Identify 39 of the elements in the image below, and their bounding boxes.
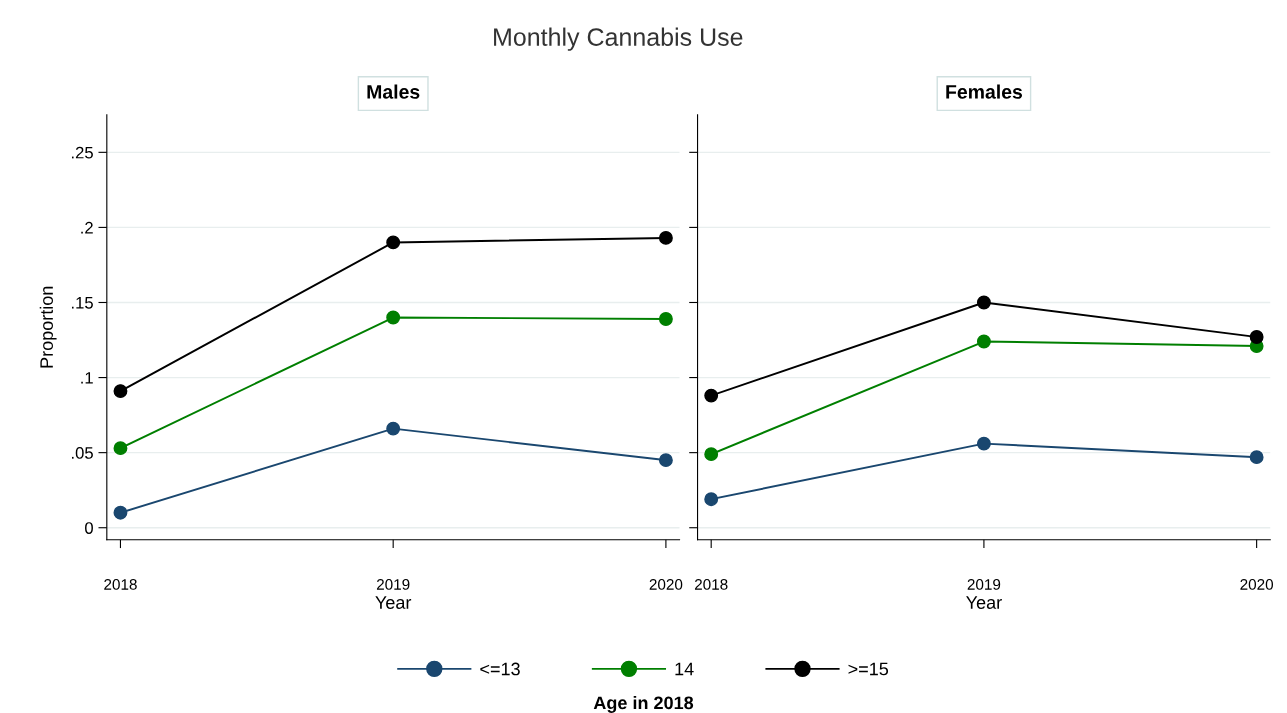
- point: [976, 334, 991, 349]
- point: [976, 295, 991, 310]
- y-tick-label: .2: [81, 221, 93, 234]
- point: [386, 235, 401, 250]
- point: [658, 230, 673, 245]
- chart-title: Monthly Cannabis Use: [494, 27, 743, 51]
- x-tick-label: 2019: [376, 579, 410, 590]
- y-tick-label: 0: [85, 522, 93, 534]
- point: [658, 312, 673, 326]
- point: [386, 310, 401, 325]
- point: [386, 421, 401, 436]
- legend-label: 14: [675, 662, 694, 676]
- x-tick-label: 2019: [967, 579, 1001, 590]
- x-tick-label: 2020: [649, 579, 683, 590]
- point: [704, 388, 719, 403]
- y-tick-label: .1: [81, 372, 93, 384]
- point: [704, 447, 719, 462]
- chart-subtitle: Males: [367, 84, 420, 99]
- legend-label: <=13: [480, 662, 520, 676]
- x-tick-label: 2018: [694, 579, 728, 590]
- y-tick-label: .05: [71, 447, 93, 459]
- point: [113, 441, 128, 456]
- chart-subtitle: Females: [946, 84, 1023, 99]
- x-axis-title: Year: [375, 596, 412, 609]
- point: [1249, 450, 1264, 465]
- point: [976, 436, 991, 451]
- legend-label: >=15: [848, 662, 889, 676]
- point: [704, 492, 719, 507]
- point: [658, 453, 673, 468]
- legend-title: Age in 2018: [593, 695, 694, 713]
- x-axis-title: Year: [966, 596, 1002, 609]
- point: [1249, 330, 1264, 344]
- y-tick-label: .25: [71, 146, 93, 159]
- point: [113, 505, 128, 520]
- y-axis-title: Proportion: [39, 286, 57, 368]
- y-tick-label: .15: [71, 297, 93, 309]
- point: [113, 384, 128, 399]
- x-tick-label: 2018: [104, 579, 137, 590]
- x-tick-label: 2020: [1240, 579, 1274, 590]
